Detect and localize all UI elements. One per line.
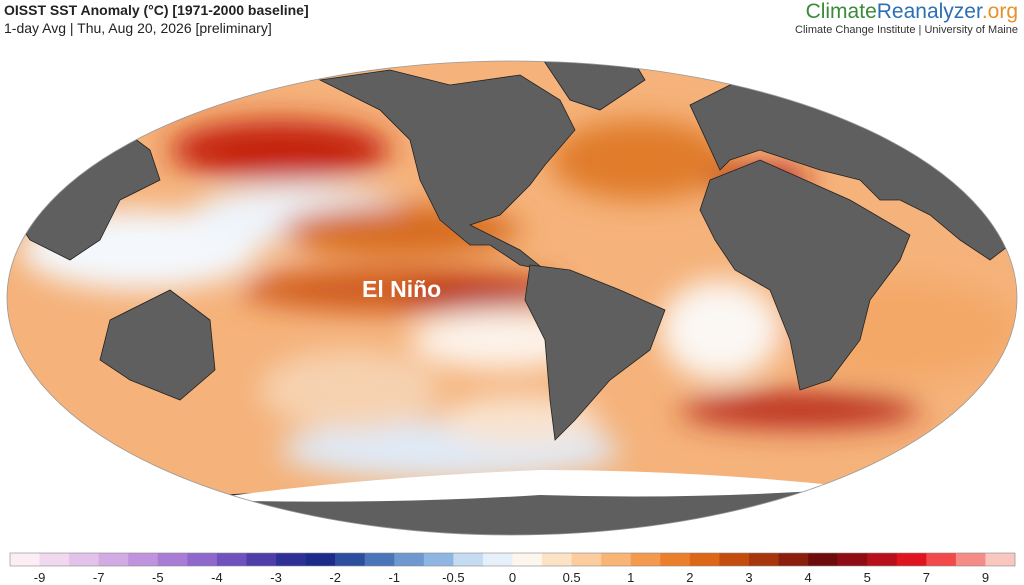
colorbar-label: 3 (745, 570, 752, 585)
colorbar: -9 -7 -5 -4 -3 -2 -1 -0.5 0 0.5 1 2 3 4 5 7 9 (9, 552, 1016, 585)
colorbar-segment (187, 553, 218, 566)
colorbar-label: -0.5 (442, 570, 464, 585)
brand-subtitle: Climate Change Institute | University of… (795, 24, 1018, 36)
colorbar-segment (571, 553, 602, 566)
colorbar-segment (423, 553, 454, 566)
colorbar-segment (216, 553, 247, 566)
colorbar-segment (98, 553, 129, 566)
colorbar-label: 1 (627, 570, 634, 585)
colorbar-label: 0 (509, 570, 516, 585)
colorbar-label: 9 (982, 570, 989, 585)
colorbar-label: -1 (388, 570, 400, 585)
colorbar-segment (394, 553, 425, 566)
colorbar-segment (10, 553, 40, 566)
colorbar-segment (69, 553, 99, 566)
colorbar-label: -3 (270, 570, 282, 585)
colorbar-label: -2 (329, 570, 341, 585)
brand-reanalyzer: Reanalyzer (876, 0, 982, 23)
colorbar-label: -9 (34, 570, 46, 585)
colorbar-segment (896, 553, 927, 566)
colorbar-segment (246, 553, 277, 566)
colorbar-label: -4 (211, 570, 223, 585)
colorbar-segment (837, 553, 868, 566)
colorbar-segment (955, 553, 986, 566)
colorbar-segment (39, 553, 70, 566)
colorbar-label: 7 (923, 570, 930, 585)
colorbar-segment (482, 553, 513, 566)
colorbar-segment (778, 553, 809, 566)
colorbar-border (9, 552, 1016, 567)
colorbar-segment (335, 553, 366, 566)
colorbar-segment (689, 553, 720, 566)
colorbar-segment (157, 553, 188, 566)
colorbar-segment (276, 553, 306, 566)
colorbar-segment (305, 553, 336, 566)
land (7, 61, 1017, 535)
globe-outline (6, 60, 1018, 536)
brand-climate: Climate (805, 0, 877, 23)
colorbar-label: 5 (864, 570, 871, 585)
subtitle: 1-day Avg | Thu, Aug 20, 2026 [prelimina… (4, 20, 272, 36)
colorbar-segment (128, 553, 159, 566)
colorbar-segment (719, 553, 750, 566)
colorbar-segment (453, 553, 484, 566)
brand: ClimateReanalyzer.org (806, 0, 1018, 24)
colorbar-segment (808, 553, 838, 566)
colorbar-segment (867, 553, 898, 566)
colorbar-label: 4 (804, 570, 811, 585)
colorbar-segment (512, 553, 543, 566)
colorbar-label: -7 (93, 570, 105, 585)
title: OISST SST Anomaly (°C) [1971-2000 baseli… (4, 2, 309, 18)
brand-org: .org (981, 0, 1018, 23)
colorbar-segment (601, 553, 632, 566)
colorbar-segment (748, 553, 779, 566)
colorbar-label: -5 (152, 570, 164, 585)
colorbar-segment (926, 553, 957, 566)
colorbar-segment (542, 553, 572, 566)
colorbar-segment (364, 553, 395, 566)
colorbar-segment (630, 553, 661, 566)
colorbar-segment (660, 553, 691, 566)
annotation: El Niño (362, 276, 442, 302)
colorbar-label: 2 (686, 570, 693, 585)
ocean (7, 61, 1017, 535)
colorbar-segment (985, 553, 1016, 566)
colorbar-label: 0.5 (563, 570, 581, 585)
